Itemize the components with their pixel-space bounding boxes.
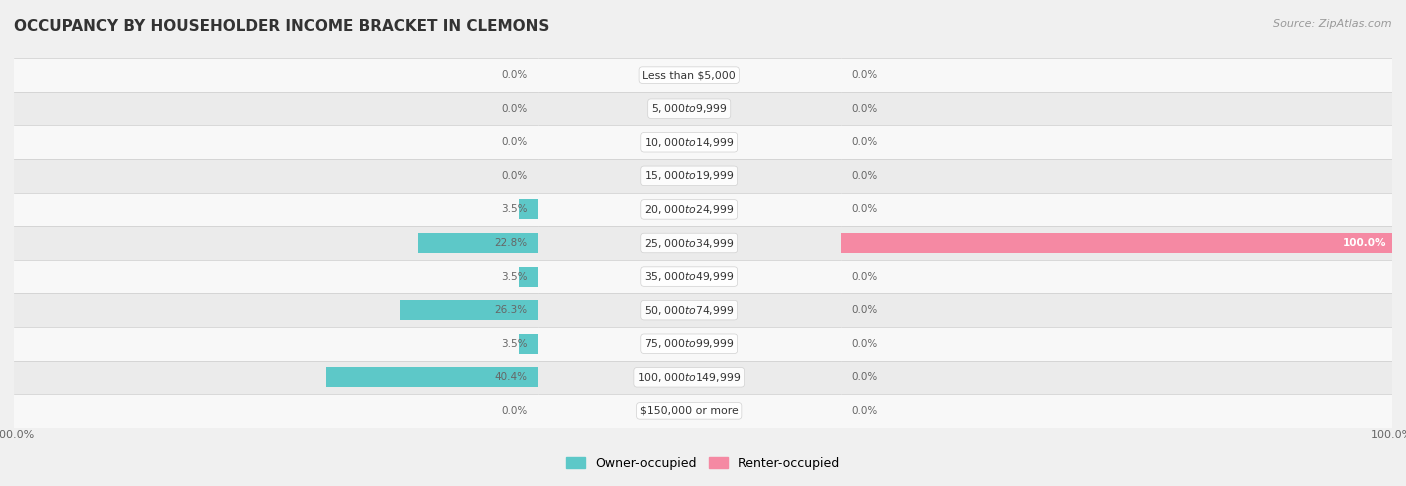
Bar bbox=[14, 294, 537, 327]
Bar bbox=[841, 125, 1392, 159]
Bar bbox=[537, 58, 841, 92]
Bar bbox=[841, 260, 1392, 294]
Bar bbox=[14, 125, 537, 159]
Text: 100.0%: 100.0% bbox=[1343, 238, 1386, 248]
Bar bbox=[14, 260, 537, 294]
Bar bbox=[841, 226, 1392, 260]
Text: 3.5%: 3.5% bbox=[501, 205, 527, 214]
Bar bbox=[14, 361, 537, 394]
Text: $150,000 or more: $150,000 or more bbox=[640, 406, 738, 416]
Bar bbox=[537, 361, 841, 394]
Bar bbox=[537, 226, 841, 260]
Text: 0.0%: 0.0% bbox=[852, 406, 879, 416]
Text: 0.0%: 0.0% bbox=[501, 171, 527, 181]
Bar bbox=[537, 159, 841, 192]
Text: $25,000 to $34,999: $25,000 to $34,999 bbox=[644, 237, 734, 249]
Text: $100,000 to $149,999: $100,000 to $149,999 bbox=[637, 371, 741, 384]
Bar bbox=[537, 294, 841, 327]
Text: 0.0%: 0.0% bbox=[852, 272, 879, 281]
Bar bbox=[519, 199, 537, 220]
Text: $15,000 to $19,999: $15,000 to $19,999 bbox=[644, 169, 734, 182]
Text: 0.0%: 0.0% bbox=[852, 305, 879, 315]
Text: OCCUPANCY BY HOUSEHOLDER INCOME BRACKET IN CLEMONS: OCCUPANCY BY HOUSEHOLDER INCOME BRACKET … bbox=[14, 19, 550, 35]
Bar bbox=[14, 394, 537, 428]
Text: 0.0%: 0.0% bbox=[852, 70, 879, 80]
Bar bbox=[14, 327, 537, 361]
Text: 0.0%: 0.0% bbox=[852, 339, 879, 349]
Bar bbox=[841, 294, 1392, 327]
Bar bbox=[841, 327, 1392, 361]
Legend: Owner-occupied, Renter-occupied: Owner-occupied, Renter-occupied bbox=[561, 452, 845, 475]
Text: $5,000 to $9,999: $5,000 to $9,999 bbox=[651, 102, 727, 115]
Bar bbox=[537, 327, 841, 361]
Text: 0.0%: 0.0% bbox=[501, 104, 527, 114]
Bar bbox=[841, 159, 1392, 192]
Bar bbox=[418, 233, 537, 253]
Text: 22.8%: 22.8% bbox=[494, 238, 527, 248]
Text: Source: ZipAtlas.com: Source: ZipAtlas.com bbox=[1274, 19, 1392, 30]
Bar bbox=[14, 192, 537, 226]
Text: 3.5%: 3.5% bbox=[501, 339, 527, 349]
Text: 0.0%: 0.0% bbox=[852, 372, 879, 382]
Bar bbox=[14, 92, 537, 125]
Bar bbox=[326, 367, 537, 387]
Text: $10,000 to $14,999: $10,000 to $14,999 bbox=[644, 136, 734, 149]
Bar bbox=[14, 58, 537, 92]
Text: Less than $5,000: Less than $5,000 bbox=[643, 70, 737, 80]
Bar bbox=[537, 394, 841, 428]
Text: $50,000 to $74,999: $50,000 to $74,999 bbox=[644, 304, 734, 317]
Text: 0.0%: 0.0% bbox=[852, 205, 879, 214]
Bar bbox=[537, 192, 841, 226]
Bar bbox=[841, 361, 1392, 394]
Bar bbox=[841, 394, 1392, 428]
Text: 0.0%: 0.0% bbox=[852, 137, 879, 147]
Bar bbox=[14, 159, 537, 192]
Text: $35,000 to $49,999: $35,000 to $49,999 bbox=[644, 270, 734, 283]
Bar bbox=[519, 266, 537, 287]
Bar bbox=[841, 92, 1392, 125]
Text: 0.0%: 0.0% bbox=[852, 104, 879, 114]
Bar bbox=[519, 334, 537, 354]
Bar bbox=[841, 58, 1392, 92]
Text: 0.0%: 0.0% bbox=[501, 406, 527, 416]
Text: 0.0%: 0.0% bbox=[852, 171, 879, 181]
Text: $20,000 to $24,999: $20,000 to $24,999 bbox=[644, 203, 734, 216]
Text: 3.5%: 3.5% bbox=[501, 272, 527, 281]
Bar bbox=[399, 300, 537, 320]
Bar bbox=[537, 125, 841, 159]
Text: 0.0%: 0.0% bbox=[501, 137, 527, 147]
Text: $75,000 to $99,999: $75,000 to $99,999 bbox=[644, 337, 734, 350]
Bar bbox=[841, 192, 1392, 226]
Text: 0.0%: 0.0% bbox=[501, 70, 527, 80]
Bar bbox=[841, 233, 1392, 253]
Text: 26.3%: 26.3% bbox=[494, 305, 527, 315]
Text: 40.4%: 40.4% bbox=[494, 372, 527, 382]
Bar bbox=[14, 226, 537, 260]
Bar bbox=[537, 92, 841, 125]
Bar bbox=[537, 260, 841, 294]
